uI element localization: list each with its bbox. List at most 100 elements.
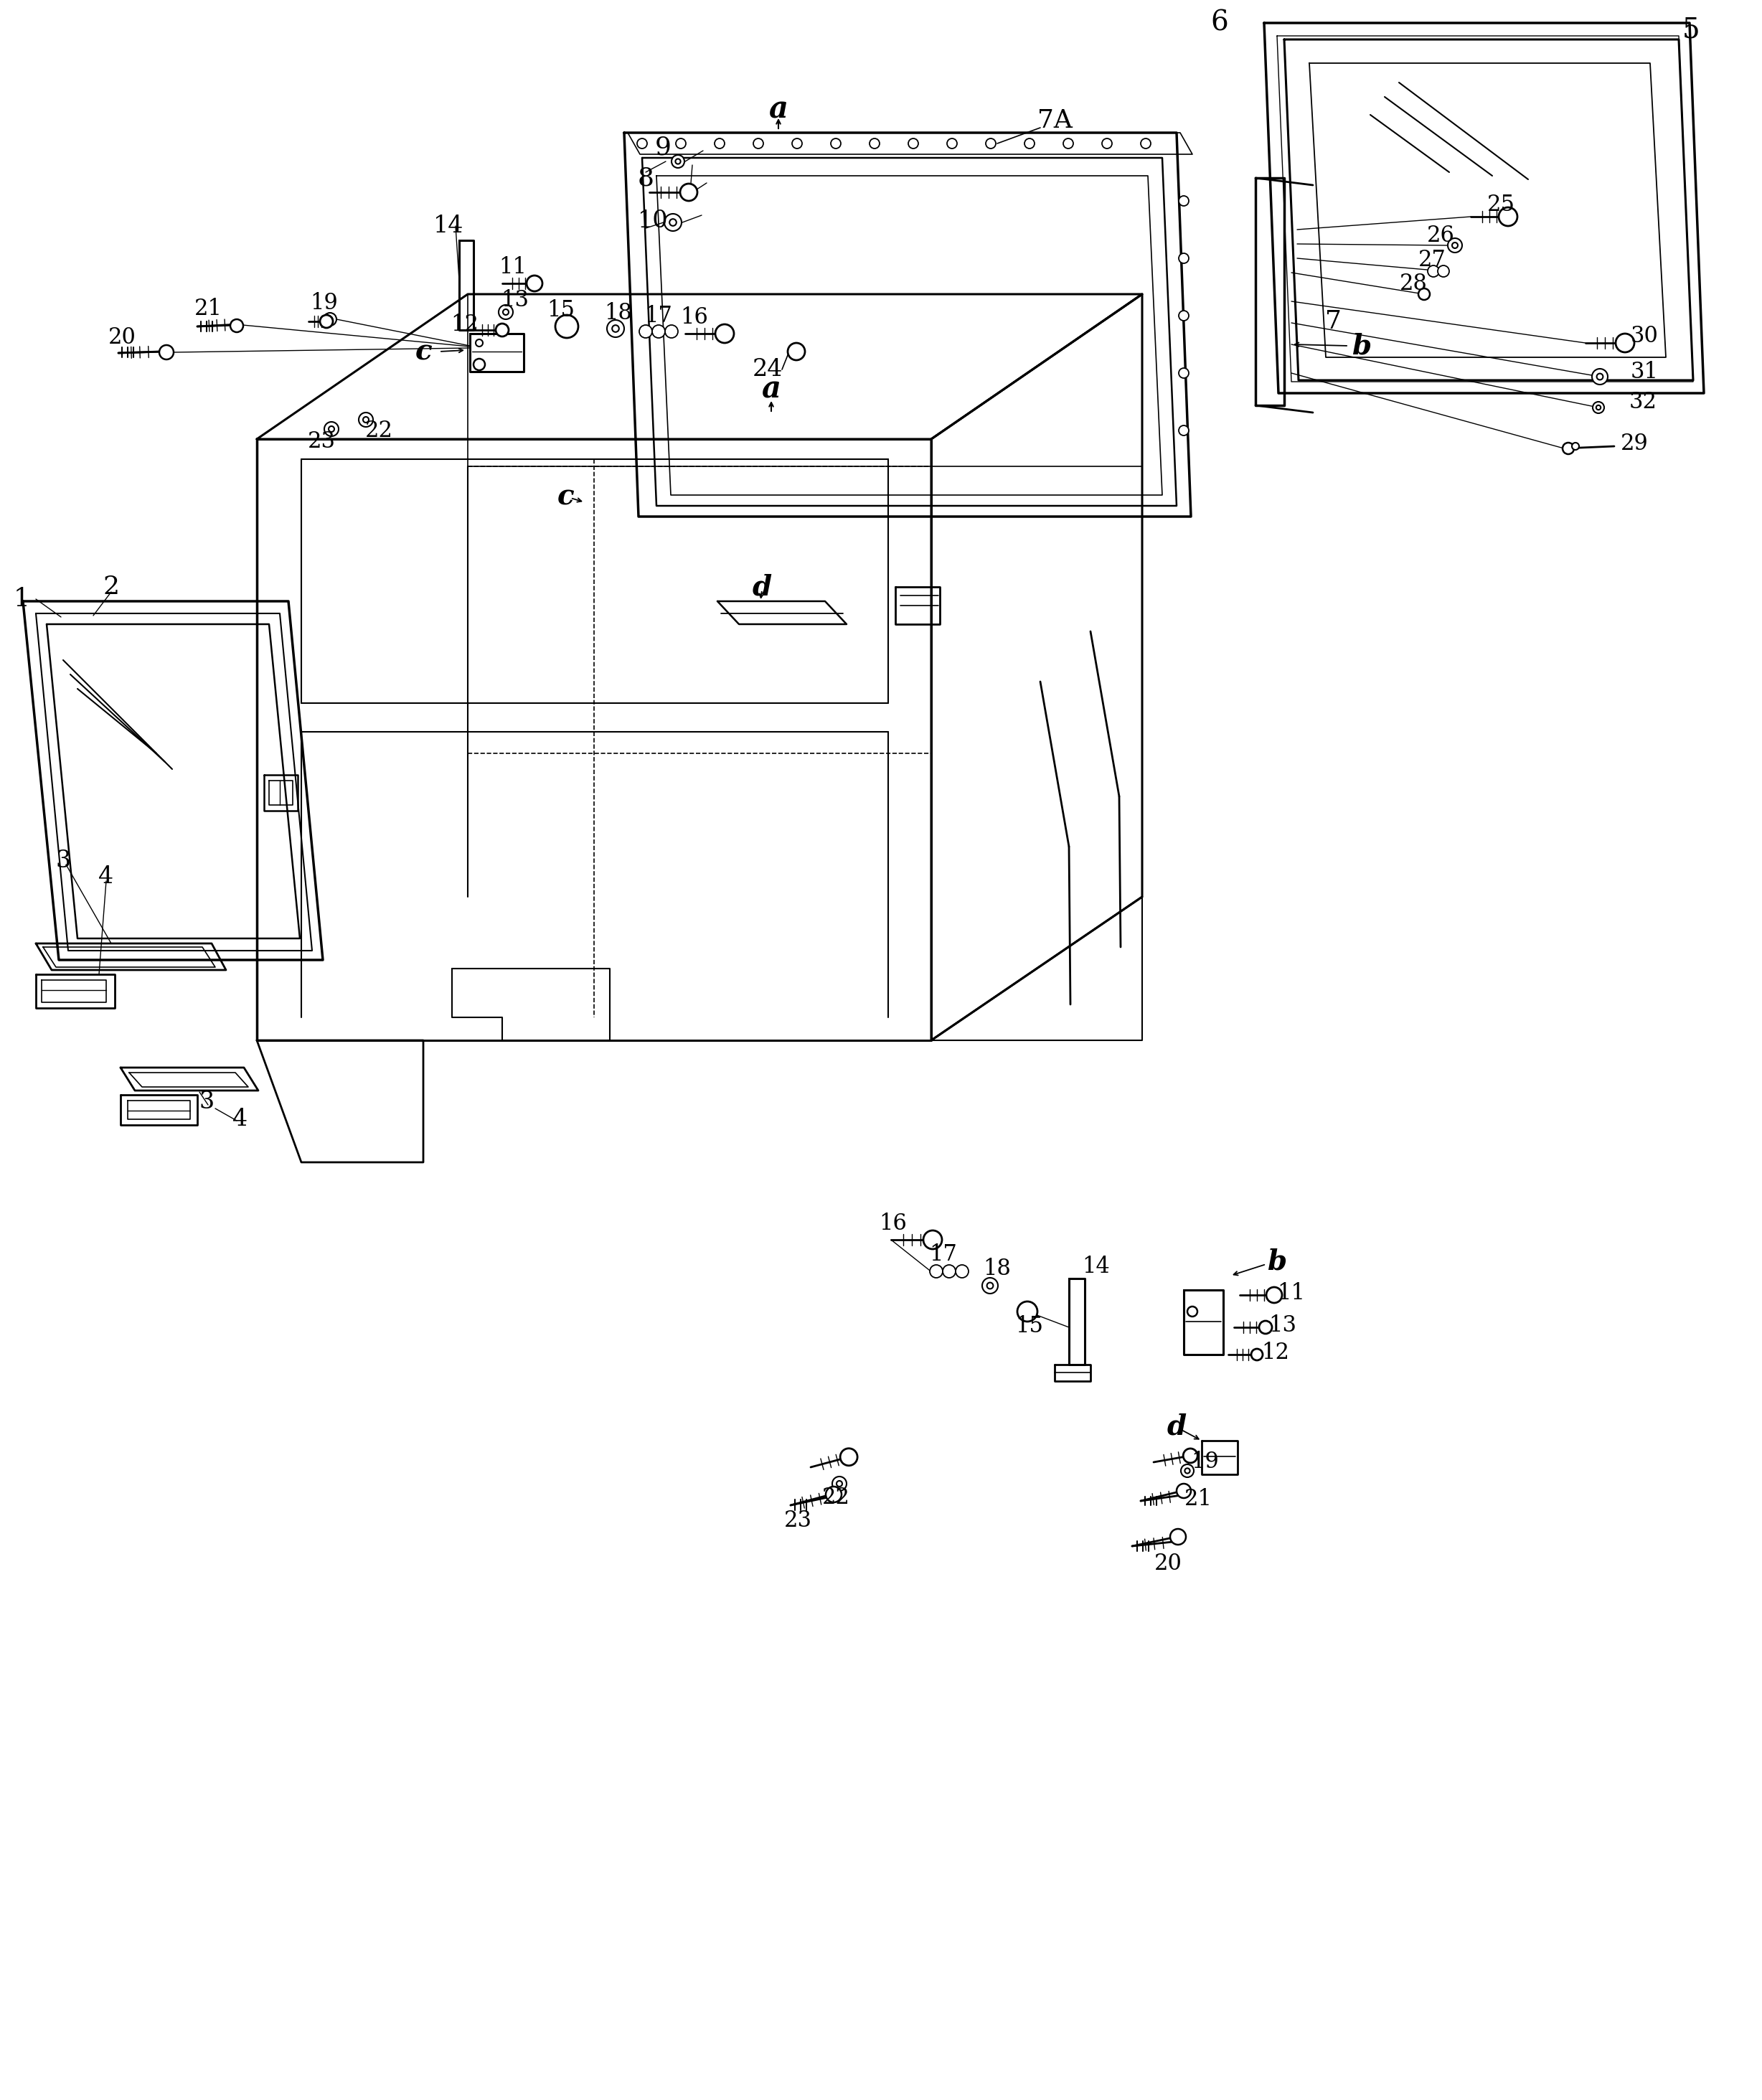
Circle shape xyxy=(1179,311,1189,321)
Circle shape xyxy=(1170,1529,1186,1546)
Text: 13: 13 xyxy=(500,290,529,311)
Text: d: d xyxy=(752,573,772,601)
Circle shape xyxy=(1593,370,1607,384)
Text: 27: 27 xyxy=(1418,248,1447,271)
Circle shape xyxy=(826,1487,842,1502)
Circle shape xyxy=(1179,368,1189,378)
Circle shape xyxy=(359,412,374,426)
Circle shape xyxy=(1593,401,1603,414)
Circle shape xyxy=(555,315,578,338)
Text: 16: 16 xyxy=(879,1212,907,1235)
Circle shape xyxy=(606,319,624,338)
Circle shape xyxy=(715,323,735,342)
Circle shape xyxy=(1184,1449,1198,1464)
Circle shape xyxy=(664,326,678,338)
Text: 18: 18 xyxy=(604,302,633,323)
Circle shape xyxy=(363,416,368,422)
Circle shape xyxy=(981,1277,997,1294)
Text: 15: 15 xyxy=(546,298,574,321)
Circle shape xyxy=(930,1264,943,1277)
Circle shape xyxy=(830,139,840,149)
Text: 12: 12 xyxy=(1262,1342,1290,1363)
Circle shape xyxy=(652,326,664,338)
Text: 5: 5 xyxy=(1683,17,1700,44)
Circle shape xyxy=(1062,139,1073,149)
Circle shape xyxy=(793,139,802,149)
Circle shape xyxy=(324,422,338,437)
Text: 6: 6 xyxy=(1210,10,1228,36)
Circle shape xyxy=(1499,208,1517,227)
Circle shape xyxy=(869,139,879,149)
Text: 14: 14 xyxy=(433,214,463,237)
Circle shape xyxy=(1024,139,1034,149)
Text: 28: 28 xyxy=(1399,273,1427,294)
Circle shape xyxy=(1448,237,1462,252)
Text: 11: 11 xyxy=(499,256,527,277)
Text: 29: 29 xyxy=(1621,433,1647,454)
Circle shape xyxy=(159,344,174,359)
Text: 25: 25 xyxy=(1487,193,1515,216)
Circle shape xyxy=(907,139,918,149)
Text: c: c xyxy=(557,483,574,510)
Circle shape xyxy=(1177,1485,1191,1497)
Circle shape xyxy=(502,309,509,315)
Circle shape xyxy=(611,326,618,332)
Circle shape xyxy=(788,342,805,361)
Circle shape xyxy=(837,1480,842,1487)
Circle shape xyxy=(1184,1468,1189,1474)
Circle shape xyxy=(680,183,698,202)
Circle shape xyxy=(1438,265,1448,277)
Circle shape xyxy=(231,319,243,332)
Circle shape xyxy=(1427,265,1440,277)
Text: 20: 20 xyxy=(107,326,136,349)
Circle shape xyxy=(671,155,684,168)
Text: 17: 17 xyxy=(645,304,673,328)
Circle shape xyxy=(715,139,724,149)
Text: c: c xyxy=(414,338,432,365)
Text: 12: 12 xyxy=(451,313,479,336)
Text: 7: 7 xyxy=(1325,309,1341,334)
Circle shape xyxy=(474,359,485,370)
Circle shape xyxy=(1418,288,1429,300)
Circle shape xyxy=(321,315,333,328)
Circle shape xyxy=(677,139,685,149)
Circle shape xyxy=(1596,374,1603,380)
Text: 23: 23 xyxy=(307,430,335,452)
Text: 2: 2 xyxy=(102,575,120,598)
Circle shape xyxy=(955,1264,969,1277)
Text: 3: 3 xyxy=(199,1090,215,1113)
Circle shape xyxy=(943,1264,955,1277)
Text: 17: 17 xyxy=(930,1243,957,1264)
Text: 19: 19 xyxy=(310,292,338,313)
Text: 20: 20 xyxy=(1154,1552,1182,1575)
Circle shape xyxy=(985,139,996,149)
Circle shape xyxy=(1563,443,1573,454)
Circle shape xyxy=(499,304,513,319)
Text: 30: 30 xyxy=(1630,326,1658,347)
Text: 24: 24 xyxy=(752,357,782,380)
Text: 10: 10 xyxy=(638,210,668,233)
Circle shape xyxy=(946,139,957,149)
Circle shape xyxy=(1179,195,1189,206)
Circle shape xyxy=(675,160,680,164)
Circle shape xyxy=(1616,334,1635,353)
Text: 22: 22 xyxy=(365,420,393,441)
Circle shape xyxy=(1452,242,1457,248)
Text: 21: 21 xyxy=(194,298,222,319)
Circle shape xyxy=(754,139,763,149)
Text: a: a xyxy=(761,374,781,403)
Circle shape xyxy=(324,313,337,326)
Circle shape xyxy=(1267,1287,1283,1302)
Text: 4: 4 xyxy=(99,865,115,888)
Circle shape xyxy=(832,1476,846,1491)
Text: 26: 26 xyxy=(1427,225,1455,246)
Circle shape xyxy=(670,218,677,227)
Circle shape xyxy=(495,323,509,336)
Text: a: a xyxy=(768,95,788,124)
Text: 32: 32 xyxy=(1628,391,1656,414)
Text: 18: 18 xyxy=(983,1258,1011,1279)
Circle shape xyxy=(1251,1348,1263,1361)
Text: 14: 14 xyxy=(1082,1256,1110,1277)
Circle shape xyxy=(328,317,333,321)
Circle shape xyxy=(1181,1464,1195,1476)
